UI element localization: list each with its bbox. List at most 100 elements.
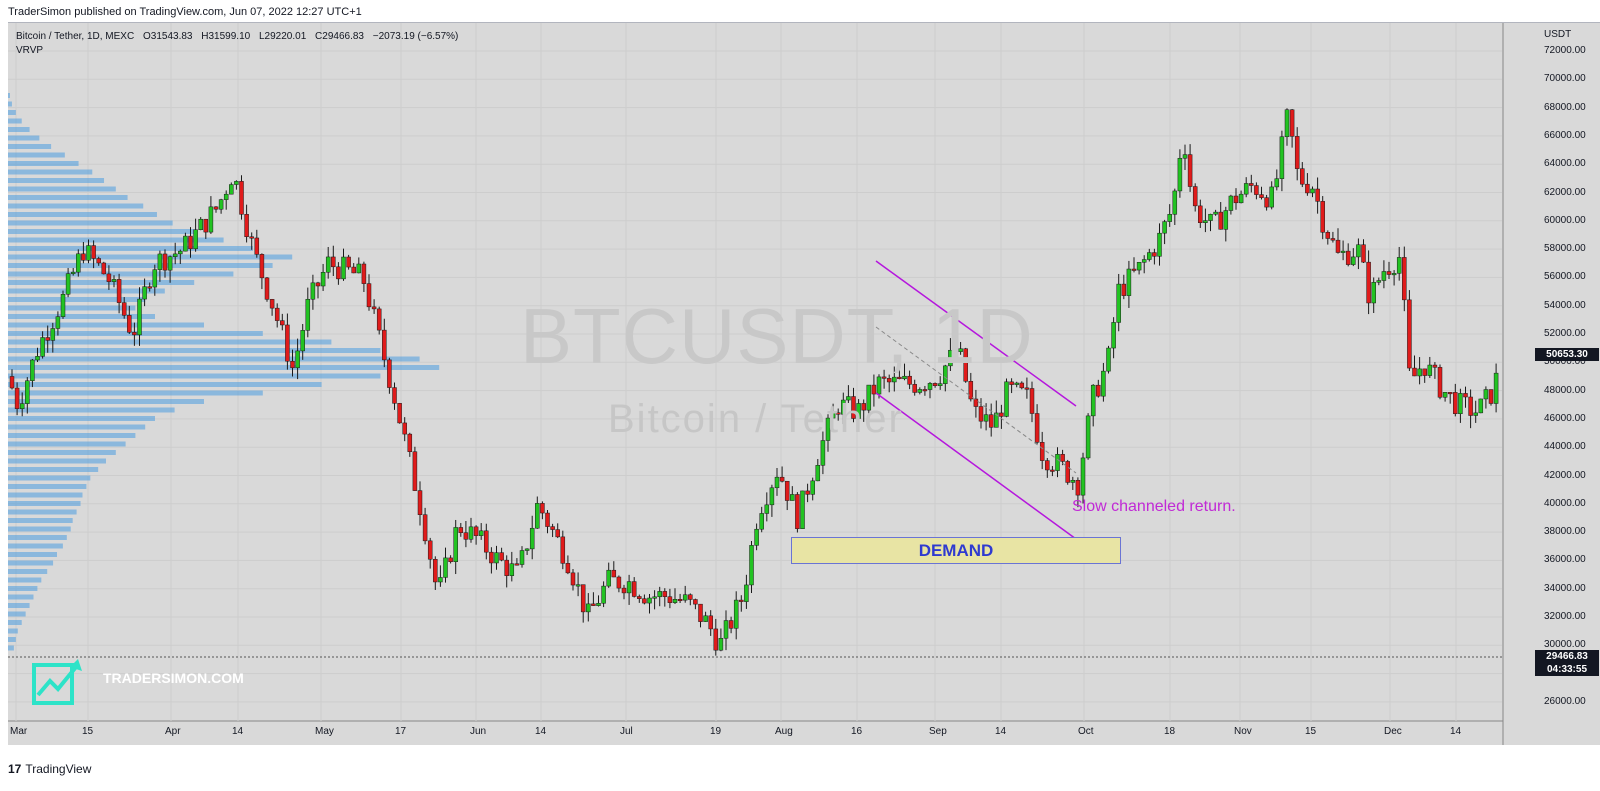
volume-profile-bar [8, 288, 165, 294]
candle-body [565, 563, 571, 574]
candle-body [810, 480, 815, 495]
candle-body [366, 283, 372, 308]
volume-profile-bar [8, 110, 16, 115]
volume-profile-bar [8, 620, 22, 625]
candle-body [1412, 367, 1417, 377]
candle-body [427, 540, 433, 560]
candle-body [575, 584, 581, 587]
footer: 17 TradingView [8, 762, 91, 776]
candle-body [1152, 252, 1157, 257]
candle-body [1070, 480, 1076, 483]
time-tick-label: Dec [1384, 726, 1402, 737]
candle-body [1045, 460, 1050, 471]
time-tick-label: Jul [620, 726, 633, 737]
price-tick-label: 46000.00 [1544, 412, 1586, 424]
candle-body [218, 199, 224, 210]
candle-body [458, 527, 464, 533]
legend-symbol[interactable]: Bitcoin / Tether, 1D, MEXC [16, 31, 135, 42]
candle-body [1192, 186, 1198, 207]
candle-body [1300, 168, 1305, 185]
candle-body [1157, 232, 1162, 257]
candle-body [9, 376, 15, 389]
time-tick-label: 14 [535, 726, 547, 737]
time-tick-label: Aug [775, 726, 793, 737]
candle-body [60, 293, 66, 317]
candle-body [121, 302, 127, 316]
candle-body [601, 585, 606, 604]
candle-body [183, 235, 188, 252]
candle-body [754, 528, 759, 546]
candle-body [892, 376, 897, 383]
legend-high: H31599.10 [201, 31, 251, 42]
candle-body [968, 381, 974, 400]
candle-body [162, 253, 168, 271]
price-tick-label: 48000.00 [1544, 384, 1586, 396]
volume-profile-bar [8, 229, 195, 234]
candle-body [1259, 194, 1264, 198]
candle-body [1463, 393, 1468, 398]
candle-body [1182, 154, 1188, 159]
candle-body [473, 526, 479, 536]
candle-body [188, 235, 193, 250]
candle-body [886, 378, 892, 383]
candle-body [1340, 250, 1346, 253]
candle-body [504, 559, 509, 576]
candle-body [1279, 136, 1285, 179]
candle-body [96, 258, 101, 264]
candle-body [677, 599, 683, 602]
candle-body [739, 599, 744, 602]
candle-body [718, 637, 724, 651]
footer-brand[interactable]: TradingView [25, 762, 92, 776]
time-tick-label: May [315, 726, 334, 737]
candle-body [65, 273, 71, 295]
candle-body [708, 615, 713, 630]
annotation-note[interactable]: Slow channeled return. [1072, 498, 1236, 515]
price-chart[interactable] [8, 23, 1600, 745]
candle-body [234, 181, 239, 185]
candle-body [637, 596, 642, 599]
volume-profile-bar [8, 603, 30, 608]
volume-profile-bar [8, 305, 136, 311]
candle-body [315, 282, 321, 287]
candle-body [524, 548, 530, 551]
candle-body [570, 572, 576, 586]
candle-body [325, 256, 331, 273]
candle-body [948, 349, 953, 367]
volume-profile-bar [8, 93, 10, 98]
candle-body [463, 532, 469, 540]
candle-body [1274, 178, 1280, 188]
candle-body [1147, 252, 1152, 260]
chart-frame[interactable]: Bitcoin / Tether, 1D, MEXC O31543.83 H31… [8, 22, 1600, 745]
demand-zone[interactable]: DEMAND [791, 537, 1121, 564]
candle-body [519, 550, 525, 565]
candle-body [1345, 250, 1351, 265]
candle-body [448, 557, 453, 562]
candle-body [45, 337, 50, 341]
candle-body [514, 563, 520, 566]
candle-body [1172, 190, 1178, 215]
candle-body [147, 286, 152, 289]
time-tick-label: 18 [1164, 726, 1176, 737]
candle-body [606, 569, 611, 587]
candle-body [662, 591, 668, 597]
candle-body [106, 273, 112, 282]
candle-body [999, 412, 1004, 417]
candle-body [846, 396, 851, 401]
candle-body [1075, 480, 1081, 496]
candle-body [1422, 368, 1427, 376]
candle-body [642, 598, 647, 604]
volume-profile-bar [8, 577, 42, 583]
candle-body [137, 298, 142, 336]
candle-body [91, 245, 96, 259]
candle-body [1009, 381, 1014, 385]
volume-profile-bar [8, 501, 81, 506]
volume-profile-bar [8, 492, 83, 498]
legend-indicator[interactable]: VRVP [16, 45, 44, 56]
candle-body [1065, 461, 1070, 483]
candle-body [897, 376, 902, 380]
candle-body [902, 375, 907, 380]
candle-body [336, 266, 341, 280]
volume-profile-bar [8, 509, 77, 515]
candle-body [213, 206, 219, 210]
candle-body [1356, 244, 1361, 258]
